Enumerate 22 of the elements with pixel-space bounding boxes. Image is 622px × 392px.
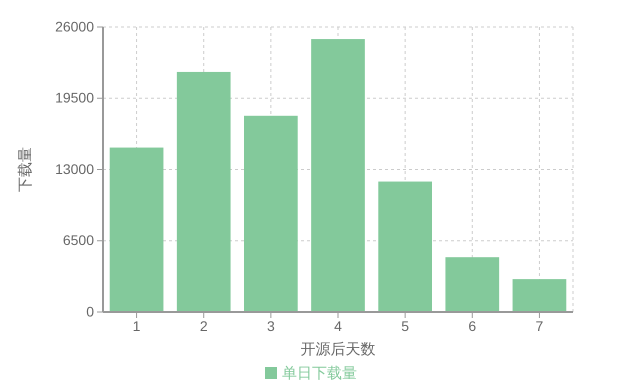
x-tick-label: 5: [401, 318, 410, 334]
y-tick-label: 19500: [55, 90, 94, 106]
x-tick-label: 1: [132, 318, 141, 334]
bar: [176, 72, 231, 312]
y-tick-label: 26000: [55, 18, 94, 34]
y-tick-label: 0: [86, 303, 94, 320]
x-tick-label: 2: [200, 318, 208, 334]
y-axis-title: 下载量: [16, 147, 34, 192]
y-tick-label: 6500: [62, 232, 94, 248]
x-tick-label: 3: [266, 318, 275, 334]
x-tick-label: 4: [334, 318, 342, 334]
bar: [512, 279, 566, 312]
y-tick-label: 13000: [55, 160, 94, 177]
x-tick-label: 7: [536, 318, 544, 334]
bar: [378, 182, 432, 312]
bar: [445, 257, 500, 312]
bar: [244, 116, 298, 312]
bar: [110, 148, 164, 312]
bar: [311, 39, 365, 312]
legend-label: 单日下载量: [282, 364, 357, 382]
x-axis-title: 开源后天数: [300, 340, 376, 358]
x-tick-label: 6: [468, 318, 476, 334]
